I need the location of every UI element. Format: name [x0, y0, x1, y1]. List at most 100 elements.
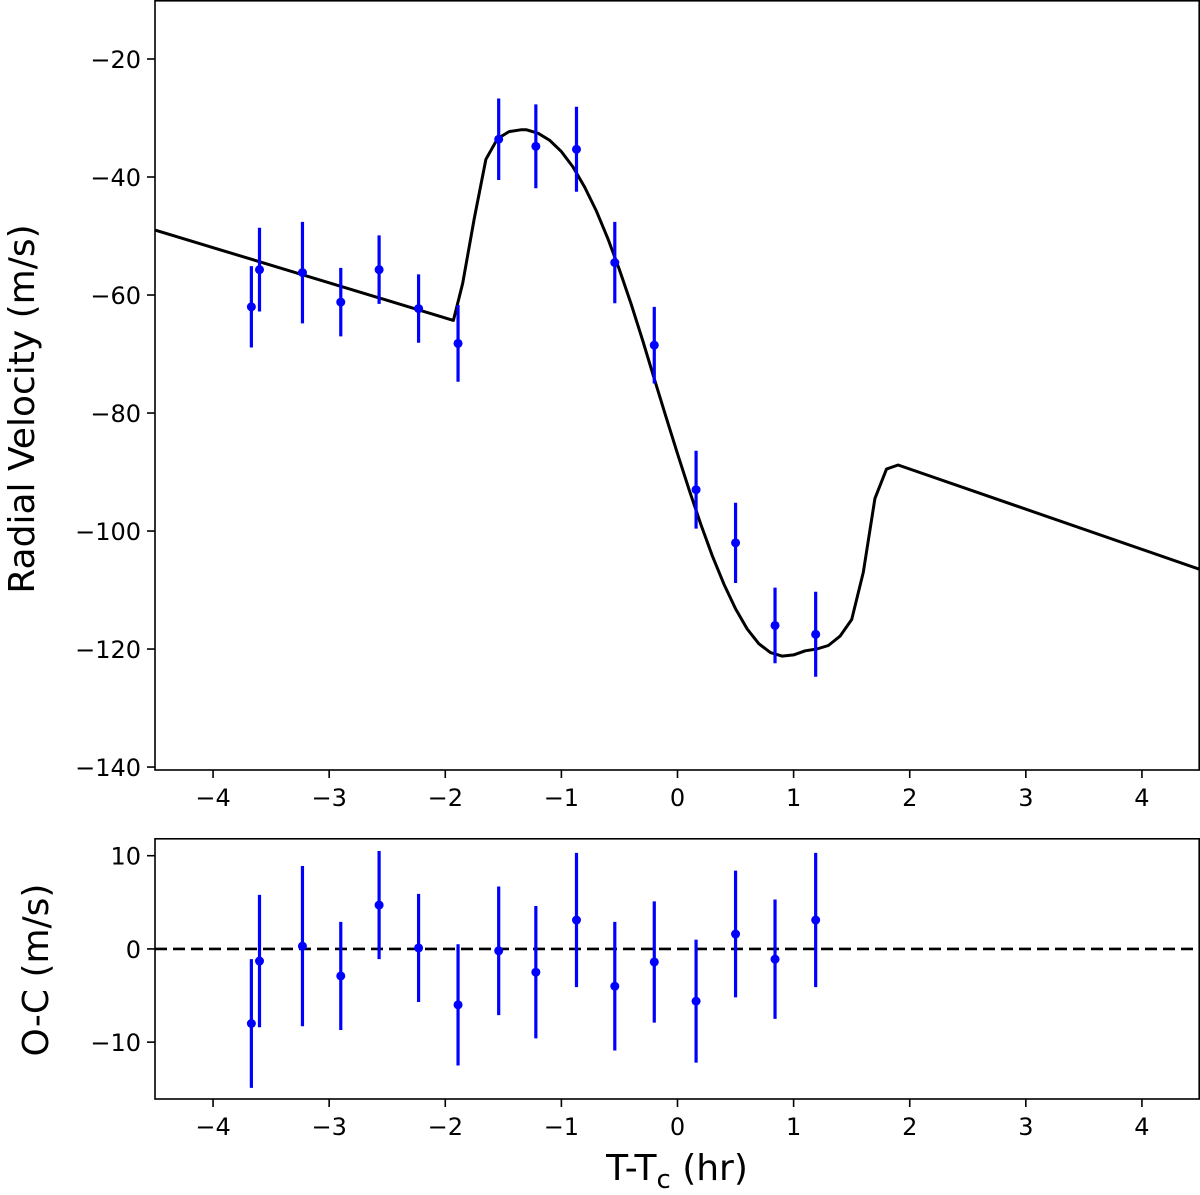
- residual-points-layer: [246, 851, 821, 1088]
- data-marker: [414, 943, 424, 953]
- x-tick-label: 1: [786, 784, 801, 812]
- data-marker: [336, 297, 346, 307]
- data-marker: [770, 954, 780, 964]
- data-marker: [494, 946, 504, 956]
- y-tick-label: −40: [90, 164, 141, 192]
- data-point: [731, 502, 741, 583]
- data-marker: [297, 268, 307, 278]
- data-marker: [336, 971, 346, 981]
- data-point: [770, 899, 780, 1019]
- y-tick-label: −60: [90, 282, 141, 310]
- x-tick-label: −1: [544, 784, 579, 812]
- data-point: [336, 267, 346, 337]
- data-point: [246, 266, 256, 348]
- bottom-plot-frame: [154, 837, 1200, 1100]
- data-point: [571, 852, 581, 988]
- data-point: [649, 306, 659, 384]
- data-marker: [531, 967, 541, 977]
- data-point: [494, 98, 504, 180]
- data-point: [255, 227, 264, 312]
- data-point: [811, 591, 821, 677]
- data-marker: [610, 258, 620, 268]
- data-marker: [731, 929, 741, 939]
- x-axis-label: T-Tc (hr): [605, 1148, 748, 1195]
- y-tick-label: −100: [75, 518, 141, 546]
- data-point: [494, 886, 504, 1016]
- x-axis-label-suffix: (hr): [671, 1148, 748, 1189]
- data-marker: [246, 302, 256, 312]
- data-point: [414, 893, 424, 1003]
- data-marker: [255, 956, 264, 966]
- x-tick-label: 0: [670, 784, 685, 812]
- data-point: [453, 944, 463, 1066]
- x-tick-label: −1: [544, 1113, 579, 1141]
- data-marker: [494, 134, 504, 144]
- data-point: [531, 104, 541, 189]
- data-point: [571, 106, 581, 192]
- y-axis-label-o-c: O-C (m/s): [16, 884, 57, 1057]
- data-point: [255, 894, 264, 1028]
- x-tick-label: −3: [311, 784, 346, 812]
- y-tick-label: −140: [75, 754, 141, 782]
- data-marker: [649, 340, 659, 350]
- data-point: [336, 921, 346, 1031]
- y-axis-label-radial-velocity: Radial Velocity (m/s): [2, 224, 43, 593]
- data-point: [691, 939, 701, 1063]
- data-point: [374, 235, 384, 304]
- x-axis-label-subscript: c: [656, 1165, 670, 1195]
- data-point: [610, 221, 620, 304]
- data-marker: [531, 141, 541, 151]
- data-marker: [691, 485, 701, 495]
- data-point: [610, 921, 620, 1051]
- data-marker: [731, 538, 741, 548]
- x-tick-label: 4: [1134, 784, 1149, 812]
- x-tick-label: 3: [1018, 784, 1033, 812]
- data-marker: [453, 1000, 463, 1010]
- model-curve-layer: [154, 128, 1200, 658]
- y-tick-label: −120: [75, 636, 141, 664]
- data-marker: [571, 915, 581, 925]
- data-point: [453, 305, 463, 382]
- x-tick-label: 0: [670, 1113, 685, 1141]
- data-marker: [246, 1018, 256, 1028]
- data-marker: [414, 304, 424, 314]
- y-tick-label: 10: [110, 843, 141, 871]
- data-marker: [255, 265, 264, 275]
- data-marker: [297, 941, 307, 951]
- y-tick-label: −20: [90, 46, 141, 74]
- y-tick-label: −80: [90, 400, 141, 428]
- x-axis-label-main: T-T: [605, 1148, 657, 1189]
- data-marker: [811, 629, 821, 639]
- x-tick-label: −2: [428, 784, 463, 812]
- data-marker: [691, 996, 701, 1006]
- data-marker: [610, 981, 620, 991]
- data-marker: [374, 900, 384, 910]
- data-point: [731, 870, 741, 998]
- data-marker: [374, 265, 384, 275]
- data-point: [531, 906, 541, 1039]
- x-tick-label: −4: [195, 1113, 230, 1141]
- bottom-y-ticks: −10 0 10: [90, 843, 155, 1057]
- x-tick-label: 1: [786, 1113, 801, 1141]
- top-y-ticks: −140 −120 −100 −80 −60 −40 −20: [75, 46, 155, 782]
- data-marker: [649, 957, 659, 967]
- x-tick-label: 2: [902, 784, 917, 812]
- x-tick-label: −2: [428, 1113, 463, 1141]
- data-point: [770, 587, 780, 664]
- data-point: [649, 901, 659, 1023]
- data-point: [414, 274, 424, 343]
- data-points-layer: [246, 98, 821, 677]
- y-tick-label: 0: [126, 936, 141, 964]
- data-point: [374, 851, 384, 960]
- data-point: [297, 221, 307, 324]
- data-point: [246, 959, 256, 1088]
- y-tick-label: −10: [90, 1029, 141, 1057]
- data-marker: [453, 338, 463, 348]
- data-point: [811, 852, 821, 988]
- top-plot-frame: [154, 0, 1200, 771]
- data-point: [297, 865, 307, 1027]
- x-tick-label: 4: [1134, 1113, 1149, 1141]
- data-marker: [811, 915, 821, 925]
